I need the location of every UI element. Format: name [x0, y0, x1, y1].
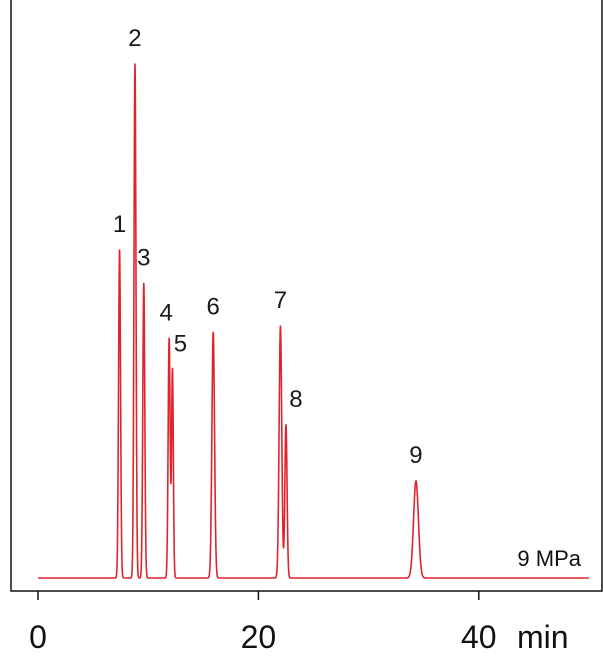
- peak-label-1: 1: [113, 211, 126, 238]
- x-tick-label-40: 40: [461, 619, 497, 655]
- x-axis-unit-label: min: [517, 619, 569, 655]
- peak-label-5: 5: [174, 330, 187, 357]
- plot-border: [10, 0, 603, 592]
- peak-label-4: 4: [159, 299, 172, 326]
- peak-label-2: 2: [128, 25, 141, 52]
- chromatogram-trace-layer: [37, 63, 590, 579]
- peak-label-7: 7: [274, 287, 287, 314]
- x-tick-label-20: 20: [241, 619, 277, 655]
- peak-label-3: 3: [137, 244, 150, 271]
- x-tick-label-0: 0: [29, 619, 47, 655]
- plot-frame: [10, 0, 603, 592]
- peak-label-9: 9: [409, 442, 422, 469]
- x-axis: 0 20 40 min: [29, 591, 569, 655]
- peak-labels: 1 2 3 456 7 8 9 9 MPa: [113, 25, 582, 571]
- peak-label-8: 8: [289, 386, 302, 413]
- pressure-condition-label: 9 MPa: [517, 546, 581, 571]
- peak-label-6: 6: [207, 293, 220, 320]
- chromatogram-trace: [37, 63, 590, 579]
